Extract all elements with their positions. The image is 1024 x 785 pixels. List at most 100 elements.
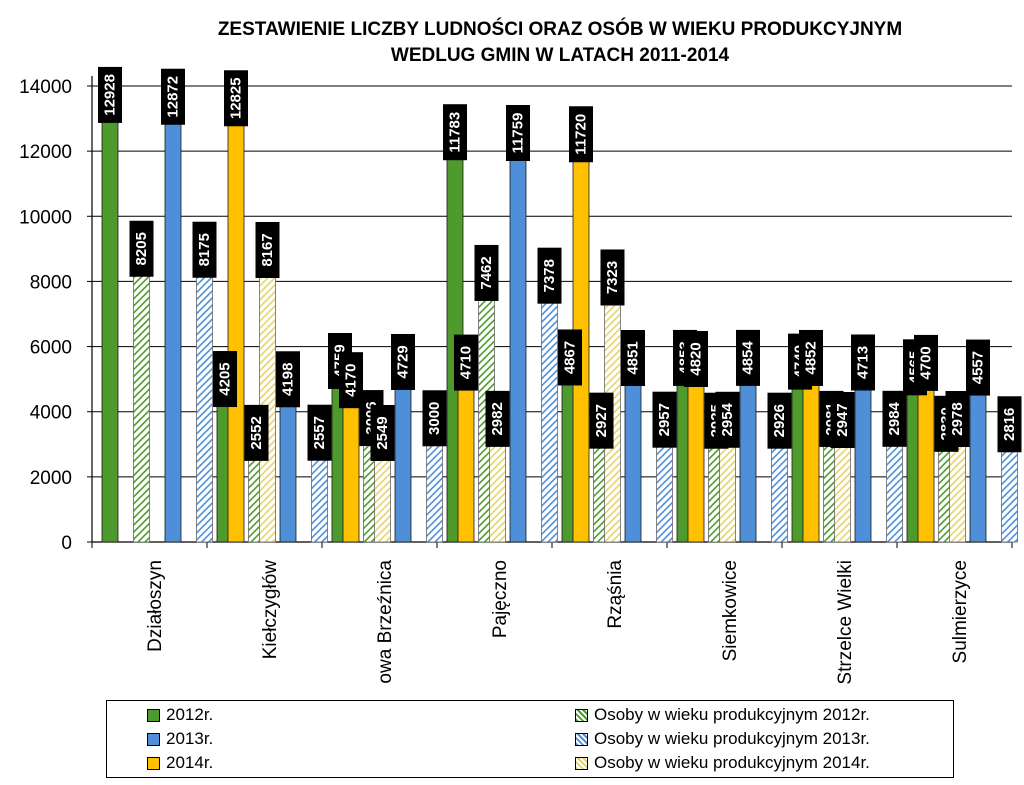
- bar: [624, 383, 642, 543]
- data-label: 8175: [192, 221, 217, 278]
- y-tick-label: 12000: [19, 142, 72, 163]
- data-label: 2552: [244, 404, 269, 461]
- data-label: 4700: [914, 334, 938, 391]
- data-label-text: 12825: [228, 77, 245, 119]
- bar: [541, 301, 558, 543]
- data-label-box: [830, 392, 855, 449]
- legend-label: 2014r.: [166, 753, 214, 772]
- data-label-box: [684, 331, 708, 388]
- legend-swatch: [575, 708, 588, 722]
- data-label-box: [276, 351, 300, 408]
- data-label-text: 4820: [688, 342, 705, 375]
- x-tick-labels: Działoszyn Kiełczygłów owa Brzeźnica Pajęcz…: [145, 560, 971, 685]
- y-tick-label: 8000: [30, 272, 72, 293]
- data-label-text: 8175: [196, 233, 213, 266]
- data-label: 2557: [307, 404, 332, 461]
- data-label: 4205: [213, 351, 237, 408]
- y-tick-labels: 0 2000 4000 6000 8000 10000 12000 14000: [19, 77, 72, 554]
- bar: [854, 388, 872, 543]
- data-label: 7323: [600, 249, 625, 306]
- x-tick-label: owa Brzeźnica: [375, 560, 396, 684]
- x-tick-label: Rząśnia: [605, 560, 626, 629]
- data-label-box: [736, 329, 760, 386]
- data-label: 11783: [443, 104, 467, 161]
- x-tick-label: Działoszyn: [145, 560, 166, 652]
- bar: [426, 443, 443, 543]
- bar: [886, 444, 903, 543]
- x-tick-label-group: Sulmierzyce: [950, 560, 971, 663]
- data-label-box: [213, 351, 237, 408]
- data-label: 4852: [799, 329, 823, 386]
- data-label-text: 2816: [1001, 408, 1018, 441]
- bar: [489, 444, 506, 543]
- data-label-box: [569, 106, 593, 163]
- data-label-box: [621, 329, 645, 386]
- data-label: 2954: [715, 391, 740, 448]
- data-label-text: 2978: [949, 402, 966, 435]
- legend-swatch: [575, 756, 588, 770]
- data-label: 7378: [537, 247, 562, 304]
- legend-swatch: [147, 732, 160, 746]
- data-label-box: [485, 390, 510, 447]
- x-tick-label-group: Rząśnia: [605, 560, 626, 629]
- data-label-text: 7462: [478, 256, 495, 289]
- data-label: 8205: [129, 220, 154, 277]
- data-label-text: 2926: [771, 404, 788, 437]
- data-label-text: 4710: [458, 346, 475, 379]
- y-tick-label: 2000: [30, 468, 72, 489]
- data-label-box: [370, 404, 395, 461]
- bar: [374, 458, 391, 543]
- data-label-text: 7323: [604, 261, 621, 294]
- data-label-box: [652, 391, 677, 448]
- bar: [101, 120, 119, 543]
- data-label-box: [882, 390, 907, 447]
- data-label-text: 2957: [656, 403, 673, 436]
- y-tick-label: 0: [61, 533, 72, 554]
- data-label: 4851: [621, 329, 645, 386]
- data-label: 4170: [339, 352, 363, 409]
- data-label: 4854: [736, 329, 760, 386]
- data-label-text: 2927: [593, 404, 610, 437]
- bar: [196, 275, 213, 543]
- data-label-box: [98, 66, 122, 123]
- data-label-text: 11720: [573, 114, 590, 155]
- bar: [133, 274, 150, 543]
- data-label-text: 2984: [886, 401, 903, 435]
- data-label: 4867: [558, 329, 582, 386]
- legend: 2012r. 2013r. 2014r. Osoby w wieku produ…: [106, 700, 954, 778]
- data-label: 11720: [569, 106, 593, 163]
- data-label-box: [255, 221, 280, 278]
- legend-item-2014: 2014r.: [147, 752, 213, 774]
- data-label-box: [443, 104, 467, 161]
- data-label: 2957: [652, 391, 677, 448]
- data-label-box: [767, 392, 792, 449]
- y-tick-label: 14000: [19, 77, 72, 98]
- data-label: 2984: [882, 390, 907, 447]
- legend-item-working-age-2012: Osoby w wieku produkcyjnym 2012r.: [575, 704, 870, 726]
- data-label: 8167: [255, 221, 280, 278]
- legend-item-working-age-2014: Osoby w wieku produkcyjnym 2014r.: [575, 752, 870, 774]
- data-label: 2549: [370, 404, 395, 461]
- data-label-text: 12872: [165, 76, 182, 118]
- legend-item-2012: 2012r.: [147, 704, 213, 726]
- legend-item-working-age-2013: Osoby w wieku produkcyjnym 2013r.: [575, 728, 870, 750]
- data-label: 2978: [945, 391, 970, 448]
- data-label-box: [339, 352, 363, 409]
- bar: [509, 158, 527, 543]
- data-label: 2816: [997, 396, 1022, 453]
- bar: [771, 446, 788, 543]
- bar: [719, 445, 736, 543]
- data-label-text: 2947: [834, 403, 851, 436]
- data-label: 2926: [767, 392, 792, 449]
- data-label-box: [945, 391, 970, 448]
- data-label: 2947: [830, 392, 855, 449]
- data-label-box: [966, 339, 990, 396]
- legend-label: Osoby w wieku produkcyjnym 2013r.: [594, 729, 870, 748]
- data-label-text: 2552: [248, 416, 265, 449]
- bar: [802, 383, 820, 543]
- data-label-text: 4198: [280, 363, 297, 396]
- data-label: 4729: [391, 333, 415, 390]
- bar: [279, 404, 297, 543]
- data-label: 12928: [98, 66, 122, 123]
